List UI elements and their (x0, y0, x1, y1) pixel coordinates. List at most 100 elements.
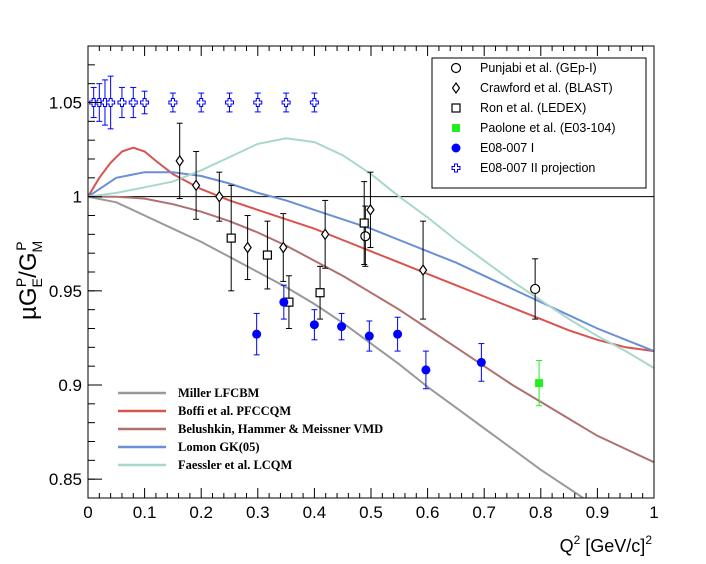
crawford-et-al-blast-point-shape (175, 154, 184, 167)
y-axis-title-g1-sub: E (29, 278, 45, 287)
crawford-et-al-blast-point-shape (243, 241, 252, 254)
e08-007-i-point-shape (393, 329, 403, 339)
legend-label: E08-007 II projection (480, 161, 595, 175)
x-tick-label: 0.6 (416, 503, 440, 522)
x-tick-label: 0.1 (133, 503, 157, 522)
crawford-et-al-blast-point (279, 241, 288, 254)
svg-text:µGEP/GMP: µGEP/GMP (13, 241, 45, 320)
e08-007-ii-projection-point (309, 98, 319, 107)
ron-et-al-ledex-point (359, 218, 369, 228)
e08-007-i-point-shape (476, 357, 486, 367)
legend-marker (452, 124, 460, 132)
legend-marker-shape (450, 62, 462, 74)
theory-curves (88, 137, 654, 498)
legend-label: E08-007 I (480, 141, 534, 155)
e08-007-ii-projection-point (253, 98, 263, 107)
legend-label: Ron et al. (LEDEX) (480, 101, 586, 115)
crawford-et-al-blast-point-shape (418, 264, 428, 277)
punjabi-et-al-gep-i-point-shape (360, 231, 371, 242)
legend-marker (451, 103, 461, 113)
y-tick-label: 1 (73, 188, 82, 207)
ron-et-al-ledex-point (262, 250, 273, 260)
x-tick-label: 1 (649, 503, 658, 522)
legend-label: Paolone et al. (E03-104) (480, 121, 616, 135)
x-tick-label: 0.9 (586, 503, 610, 522)
crawford-et-al-blast-point (191, 179, 201, 192)
crawford-et-al-blast-point-shape (320, 228, 330, 241)
y-axis-title-g2-sup: P (13, 241, 29, 250)
legend-marker-shape (451, 143, 461, 153)
y-axis-title-g2: G (15, 252, 42, 271)
e08-007-ii-projection-point-shape (168, 98, 178, 107)
axis-ticks: 0 0.1 0.2 0.3 0.4 0.5 0.6 0.7 0.8 0.9 1 0.85 0.9 0.95… (49, 45, 659, 522)
crawford-et-al-blast-point (366, 203, 375, 216)
e08-007-ii-projection-point-shape (128, 98, 138, 107)
e08-007-ii-projection-point (196, 98, 206, 107)
e08-007-i-point-shape (421, 365, 431, 375)
e08-007-ii-projection-point (281, 98, 291, 107)
e08-007-i-point (476, 357, 486, 367)
curve-belushkin-hammer-meissner-vmd (88, 195, 654, 464)
curve-faessler-et-al-lcqm (88, 137, 654, 369)
e08-007-ii-projection-point (168, 98, 178, 107)
x-axis-title-sup: 2 (574, 533, 581, 547)
punjabi-et-al-gep-i-point (530, 283, 541, 295)
legend-marker-shape (451, 163, 461, 173)
x-axis-title-unit: [GeV/c] (580, 536, 645, 556)
y-axis-title-g1: G (15, 288, 42, 307)
curve-miller-lfcbm (88, 195, 586, 498)
e08-007-ii-projection-point (117, 98, 127, 107)
legend-marker-shape (451, 81, 461, 95)
x-axis-title-unit-sup: 2 (645, 533, 652, 547)
e08-007-ii-projection-point-shape (117, 98, 127, 107)
crawford-et-al-blast-point-shape (279, 241, 288, 254)
series-legend-box (431, 57, 647, 189)
curve-legend-label: Boffi et al. PFCCQM (178, 404, 291, 418)
crawford-et-al-blast-point-shape (366, 203, 375, 216)
ron-et-al-ledex-point (226, 233, 236, 243)
legend-marker (451, 81, 461, 95)
e08-007-ii-projection-point-shape (140, 98, 150, 107)
legend-marker (451, 163, 461, 173)
e08-007-ii-projection-point (106, 98, 116, 107)
e08-007-i-point (393, 329, 403, 339)
punjabi-et-al-gep-i-point-shape (530, 283, 541, 295)
curve-legend: Miller LFCBM Boffi et al. PFCCQM Belushkin… (118, 386, 383, 472)
curve-lomon-gk-05- (88, 171, 654, 353)
x-tick-label: 0.2 (189, 503, 213, 522)
crawford-et-al-blast-point-shape (215, 190, 224, 203)
e08-007-i-point-shape (364, 331, 374, 341)
x-tick-label: 0.7 (472, 503, 496, 522)
legend-marker-shape (451, 103, 461, 113)
e08-007-i-point (364, 331, 374, 341)
ron-et-al-ledex-point-shape (226, 233, 236, 243)
crawford-et-al-blast-point (215, 190, 224, 203)
series-legend-items: Punjabi et al. (GEp-I) Crawford et al. (B… (450, 61, 616, 175)
crawford-et-al-blast-point-shape (191, 179, 201, 192)
y-tick-label: 1.05 (49, 94, 82, 113)
e08-007-ii-projection-point-shape (309, 98, 319, 107)
paolone-et-al-e03-104-point-shape (535, 379, 544, 388)
e08-007-ii-projection-point-shape (281, 98, 291, 107)
x-tick-label: 0 (83, 503, 92, 522)
y-tick-label: 0.9 (58, 376, 82, 395)
e08-007-i-point (337, 322, 347, 332)
punjabi-et-al-gep-i-point (360, 231, 371, 242)
x-axis-title-base: Q (560, 536, 574, 556)
crawford-et-al-blast-point (243, 241, 252, 254)
x-tick-label: 0.3 (246, 503, 270, 522)
crawford-et-al-blast-point (320, 228, 330, 241)
e08-007-i-point (252, 329, 262, 339)
legend-marker (451, 143, 461, 153)
crawford-et-al-blast-point (175, 154, 184, 167)
x-tick-label: 0.5 (359, 503, 383, 522)
e08-007-i-point (279, 297, 289, 307)
e08-007-i-point (421, 365, 431, 375)
e08-007-i-point (309, 320, 319, 330)
paolone-et-al-e03-104-point (535, 379, 544, 388)
x-axis-title: Q2 [GeV/c]2 (560, 533, 653, 556)
e08-007-ii-projection-point (225, 98, 234, 107)
x-tick-label: 0.8 (529, 503, 553, 522)
curve-legend-label: Belushkin, Hammer & Meissner VMD (178, 422, 383, 436)
legend-marker (450, 62, 462, 74)
